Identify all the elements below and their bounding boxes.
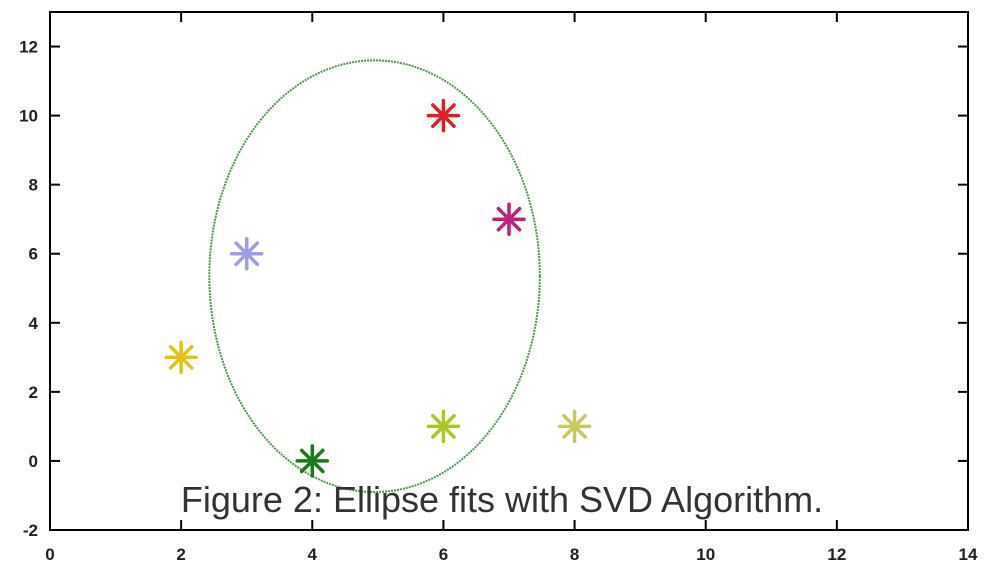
scatter-point [492,202,526,236]
x-tick-label: 4 [308,545,318,564]
x-tick-labels: 0 2 4 6 8 10 12 14 [45,545,978,564]
x-tick-label: 10 [696,545,715,564]
x-tick-label: 6 [439,545,448,564]
scatter-point [557,409,592,444]
y-tick-label: 8 [29,176,38,195]
fitted-ellipse [208,59,541,494]
plot-frame [49,11,969,531]
x-tick-label: 12 [827,545,846,564]
y-tick-label: -2 [23,521,38,540]
scatter-point [426,98,461,133]
figure-caption: Figure 2: Ellipse fits with SVD Algorith… [181,479,823,520]
x-tick-label: 8 [570,545,579,564]
x-tick-label: 0 [45,545,54,564]
scatter-point [164,340,198,375]
y-tick-labels: -2 0 2 4 6 8 10 12 [19,38,38,540]
y-tick-label: 10 [19,107,38,126]
y-tick-label: 12 [19,38,38,57]
y-tick-label: 2 [29,383,38,402]
y-tick-label: 6 [29,245,38,264]
data-points [164,98,592,478]
scatter-point [295,444,330,478]
axis-ticks [49,12,969,531]
y-tick-label: 4 [29,314,39,333]
y-tick-label: 0 [29,452,38,471]
scatter-point [229,236,264,271]
scatter-point [426,409,461,444]
x-tick-label: 14 [959,545,978,564]
x-tick-label: 2 [176,545,185,564]
